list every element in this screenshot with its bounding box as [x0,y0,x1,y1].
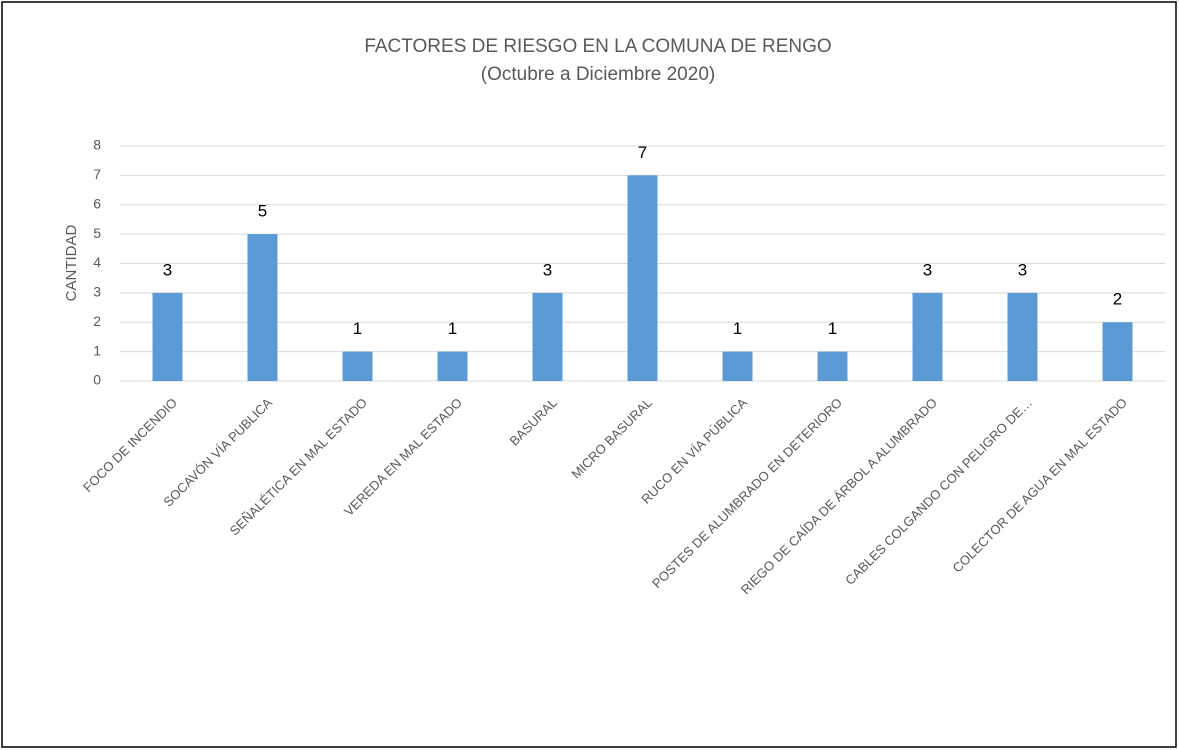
bar [627,175,658,381]
bar [722,351,753,381]
y-tick-label: 5 [93,225,101,241]
bar [532,292,563,381]
value-label: 1 [353,319,362,338]
chart-title: FACTORES DE RIESGO EN LA COMUNA DE RENGO [364,36,831,57]
y-tick-label: 3 [93,284,101,300]
y-tick-label: 4 [93,254,101,270]
bar [247,234,278,381]
value-label: 1 [733,319,742,338]
bar [1007,292,1038,381]
y-tick-label: 6 [93,195,101,211]
y-axis-label: CANTIDAD [63,224,80,301]
bar [342,351,373,381]
chart-subtitle: (Octubre a Diciembre 2020) [481,64,715,85]
value-label: 5 [258,202,267,221]
bar [817,351,848,381]
bar [152,292,183,381]
bar [1102,322,1133,381]
y-tick-label: 1 [93,342,101,358]
value-label: 3 [1018,260,1027,279]
value-label: 1 [448,319,457,338]
value-label: 7 [638,143,647,162]
value-label: 1 [828,319,837,338]
y-tick-label: 8 [93,137,101,153]
value-label: 3 [163,260,172,279]
y-tick-label: 0 [93,372,101,388]
value-label: 2 [1113,290,1122,309]
bar [437,351,468,381]
bar [912,292,943,381]
value-label: 3 [543,260,552,279]
y-tick-label: 7 [93,166,101,182]
y-tick-label: 2 [93,313,101,329]
value-label: 3 [923,260,932,279]
